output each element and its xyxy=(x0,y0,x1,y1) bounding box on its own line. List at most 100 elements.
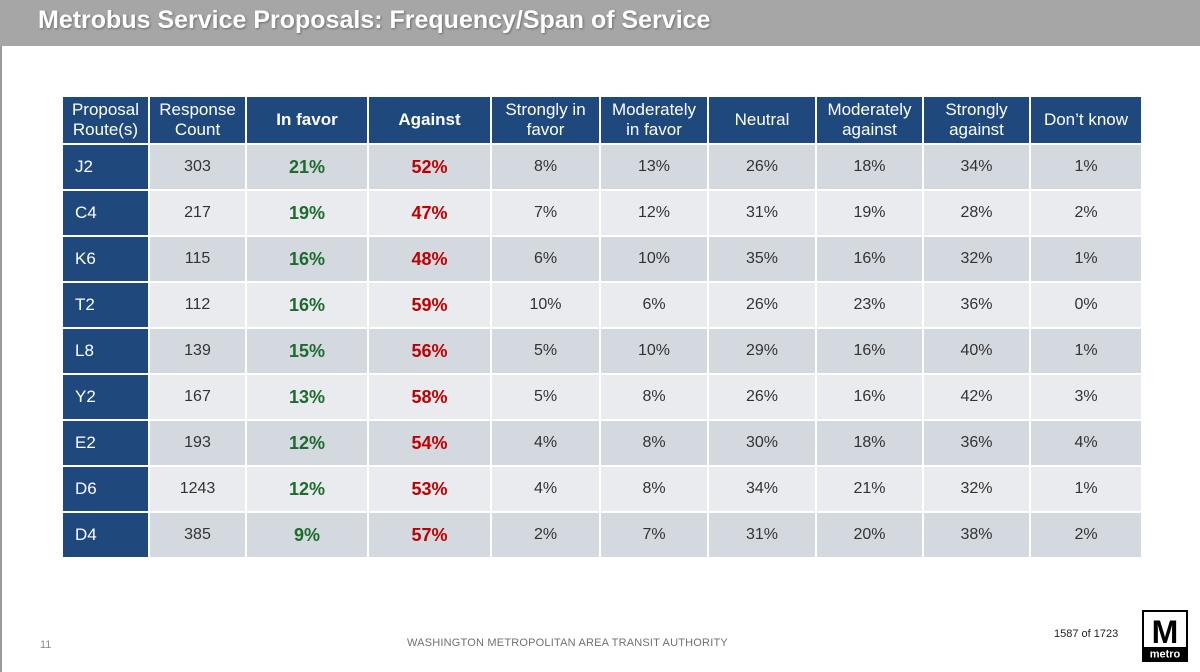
footer-organization: WASHINGTON METROPOLITAN AREA TRANSIT AUT… xyxy=(407,637,728,649)
cell-against: 48% xyxy=(367,235,492,283)
slide-number: 11 xyxy=(40,639,52,651)
cell-strongly-against: 36% xyxy=(922,281,1031,329)
cell-moderately-against: 23% xyxy=(815,281,924,329)
cell-moderately-against: 18% xyxy=(815,419,924,467)
cell-dont-know: 3% xyxy=(1029,373,1143,421)
cell-neutral: 26% xyxy=(707,281,817,329)
cell-response-count: 139 xyxy=(148,327,247,375)
cell-moderately-in-favor: 6% xyxy=(599,281,709,329)
cell-neutral: 34% xyxy=(707,465,817,513)
table-row: T2 112 16% 59% 10% 6% 26% 23% 36% 0% xyxy=(61,281,1143,329)
cell-moderately-against: 18% xyxy=(815,143,924,191)
cell-dont-know: 4% xyxy=(1029,419,1143,467)
table-row: C4 217 19% 47% 7% 12% 31% 19% 28% 2% xyxy=(61,189,1143,237)
cell-strongly-in-favor: 5% xyxy=(490,373,601,421)
cell-moderately-in-favor: 8% xyxy=(599,465,709,513)
cell-moderately-against: 16% xyxy=(815,235,924,283)
cell-against: 56% xyxy=(367,327,492,375)
cell-dont-know: 0% xyxy=(1029,281,1143,329)
table-row: L8 139 15% 56% 5% 10% 29% 16% 40% 1% xyxy=(61,327,1143,375)
cell-dont-know: 1% xyxy=(1029,465,1143,513)
table-body: J2 303 21% 52% 8% 13% 26% 18% 34% 1% C4 217 19% 47% 7%… xyxy=(61,143,1143,559)
cell-strongly-against: 32% xyxy=(922,465,1031,513)
cell-route: Y2 xyxy=(61,373,150,421)
cell-route: E2 xyxy=(61,419,150,467)
cell-moderately-against: 16% xyxy=(815,327,924,375)
cell-neutral: 29% xyxy=(707,327,817,375)
header-response-count: Response Count xyxy=(148,95,247,145)
cell-neutral: 35% xyxy=(707,235,817,283)
cell-route: D6 xyxy=(61,465,150,513)
cell-route: J2 xyxy=(61,143,150,191)
left-divider xyxy=(0,46,2,672)
cell-strongly-in-favor: 8% xyxy=(490,143,601,191)
cell-moderately-against: 21% xyxy=(815,465,924,513)
cell-in-favor: 16% xyxy=(245,235,369,283)
cell-against: 47% xyxy=(367,189,492,237)
title-bar: Metrobus Service Proposals: Frequency/Sp… xyxy=(0,0,1200,46)
cell-strongly-in-favor: 6% xyxy=(490,235,601,283)
header-in-favor: In favor xyxy=(245,95,369,145)
cell-strongly-against: 40% xyxy=(922,327,1031,375)
cell-dont-know: 1% xyxy=(1029,143,1143,191)
cell-strongly-against: 32% xyxy=(922,235,1031,283)
cell-in-favor: 15% xyxy=(245,327,369,375)
table-row: D4 385 9% 57% 2% 7% 31% 20% 38% 2% xyxy=(61,511,1143,559)
cell-neutral: 30% xyxy=(707,419,817,467)
cell-response-count: 385 xyxy=(148,511,247,559)
header-moderately-against: Moderately against xyxy=(815,95,924,145)
cell-route: C4 xyxy=(61,189,150,237)
cell-moderately-in-favor: 8% xyxy=(599,373,709,421)
cell-strongly-in-favor: 10% xyxy=(490,281,601,329)
cell-neutral: 31% xyxy=(707,189,817,237)
cell-moderately-in-favor: 10% xyxy=(599,327,709,375)
cell-moderately-against: 20% xyxy=(815,511,924,559)
cell-in-favor: 19% xyxy=(245,189,369,237)
logo-letter: M xyxy=(1152,614,1179,650)
cell-strongly-in-favor: 4% xyxy=(490,465,601,513)
cell-strongly-against: 34% xyxy=(922,143,1031,191)
table-row: E2 193 12% 54% 4% 8% 30% 18% 36% 4% xyxy=(61,419,1143,467)
survey-results-table: Proposal Route(s) Response Count In favor … xyxy=(61,95,1143,559)
cell-against: 53% xyxy=(367,465,492,513)
cell-response-count: 1243 xyxy=(148,465,247,513)
cell-strongly-in-favor: 5% xyxy=(490,327,601,375)
cell-moderately-in-favor: 10% xyxy=(599,235,709,283)
cell-against: 59% xyxy=(367,281,492,329)
cell-moderately-in-favor: 7% xyxy=(599,511,709,559)
cell-route: D4 xyxy=(61,511,150,559)
cell-strongly-against: 38% xyxy=(922,511,1031,559)
cell-neutral: 31% xyxy=(707,511,817,559)
cell-strongly-in-favor: 7% xyxy=(490,189,601,237)
cell-neutral: 26% xyxy=(707,373,817,421)
cell-moderately-in-favor: 13% xyxy=(599,143,709,191)
cell-strongly-in-favor: 4% xyxy=(490,419,601,467)
cell-in-favor: 13% xyxy=(245,373,369,421)
cell-moderately-against: 16% xyxy=(815,373,924,421)
cell-in-favor: 9% xyxy=(245,511,369,559)
cell-response-count: 115 xyxy=(148,235,247,283)
logo-word: metro xyxy=(1150,649,1181,661)
page-count: 1587 of 1723 xyxy=(1054,628,1119,640)
cell-moderately-in-favor: 12% xyxy=(599,189,709,237)
cell-neutral: 26% xyxy=(707,143,817,191)
cell-against: 52% xyxy=(367,143,492,191)
header-dont-know: Don’t know xyxy=(1029,95,1143,145)
cell-dont-know: 1% xyxy=(1029,235,1143,283)
cell-in-favor: 12% xyxy=(245,465,369,513)
cell-response-count: 217 xyxy=(148,189,247,237)
cell-response-count: 112 xyxy=(148,281,247,329)
header-neutral: Neutral xyxy=(707,95,817,145)
cell-route: T2 xyxy=(61,281,150,329)
cell-in-favor: 12% xyxy=(245,419,369,467)
table-row: D6 1243 12% 53% 4% 8% 34% 21% 32% 1% xyxy=(61,465,1143,513)
cell-against: 58% xyxy=(367,373,492,421)
header-against: Against xyxy=(367,95,492,145)
cell-route: K6 xyxy=(61,235,150,283)
cell-strongly-against: 42% xyxy=(922,373,1031,421)
cell-dont-know: 1% xyxy=(1029,327,1143,375)
cell-response-count: 167 xyxy=(148,373,247,421)
table-row: J2 303 21% 52% 8% 13% 26% 18% 34% 1% xyxy=(61,143,1143,191)
table-row: Y2 167 13% 58% 5% 8% 26% 16% 42% 3% xyxy=(61,373,1143,421)
cell-strongly-against: 28% xyxy=(922,189,1031,237)
